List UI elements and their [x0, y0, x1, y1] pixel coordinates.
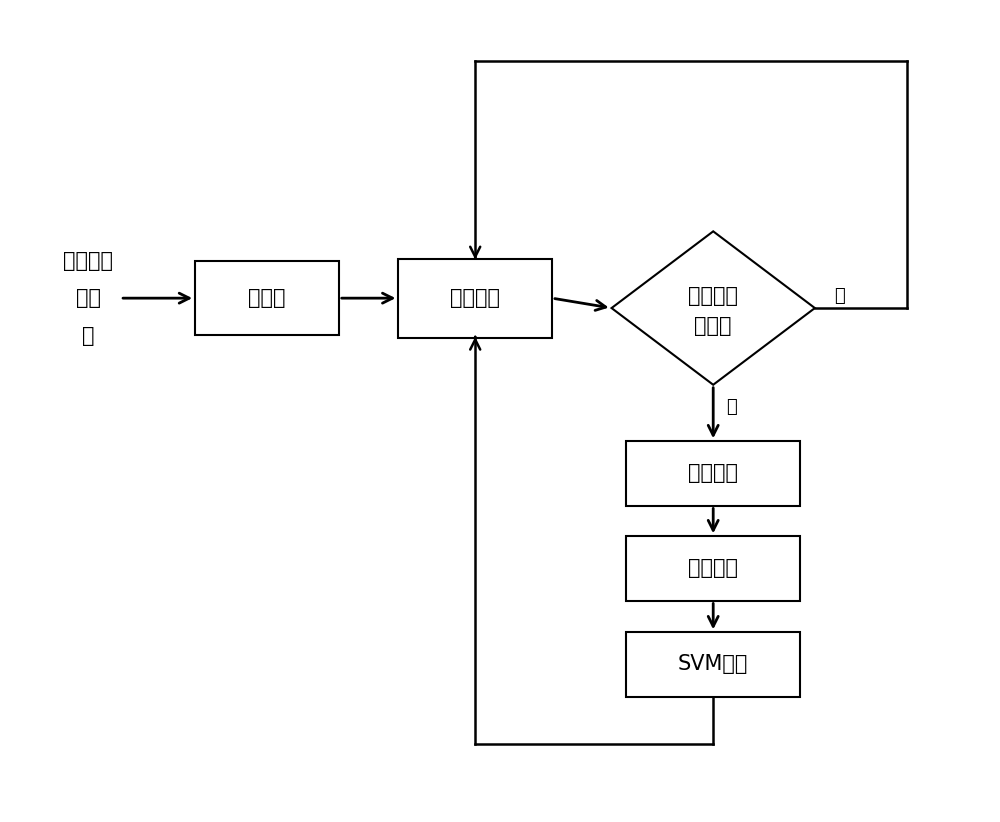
- Bar: [626, 632, 800, 696]
- Text: SVM判定: SVM判定: [678, 654, 748, 674]
- Text: 是否存在: 是否存在: [688, 286, 738, 306]
- Text: 遥感: 遥感: [76, 289, 101, 308]
- Text: 是: 是: [726, 398, 736, 416]
- Text: 直线段: 直线段: [694, 316, 732, 336]
- Text: 像: 像: [82, 326, 95, 346]
- Text: 显著筛选: 显著筛选: [688, 558, 738, 579]
- Text: 滑动窗口: 滑动窗口: [450, 289, 500, 308]
- Text: 待检测图: 待检测图: [63, 251, 113, 270]
- Bar: [195, 261, 339, 335]
- Polygon shape: [612, 231, 815, 385]
- Bar: [398, 259, 552, 338]
- Bar: [626, 441, 800, 506]
- Text: 降采样: 降采样: [248, 289, 286, 308]
- Text: 否: 否: [834, 287, 845, 305]
- Bar: [626, 536, 800, 601]
- Text: 稀疏编码: 稀疏编码: [688, 464, 738, 483]
